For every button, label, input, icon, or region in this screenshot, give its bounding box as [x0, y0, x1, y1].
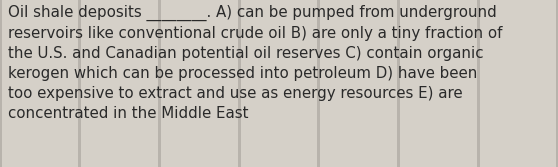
Bar — [397, 0, 400, 167]
Bar — [78, 0, 81, 167]
Text: Oil shale deposits ________. A) can be pumped from underground
reservoirs like c: Oil shale deposits ________. A) can be p… — [8, 5, 503, 121]
Bar — [238, 0, 241, 167]
Bar — [556, 0, 558, 167]
Bar — [477, 0, 480, 167]
Bar — [0, 0, 2, 167]
Bar — [158, 0, 161, 167]
Bar — [317, 0, 320, 167]
